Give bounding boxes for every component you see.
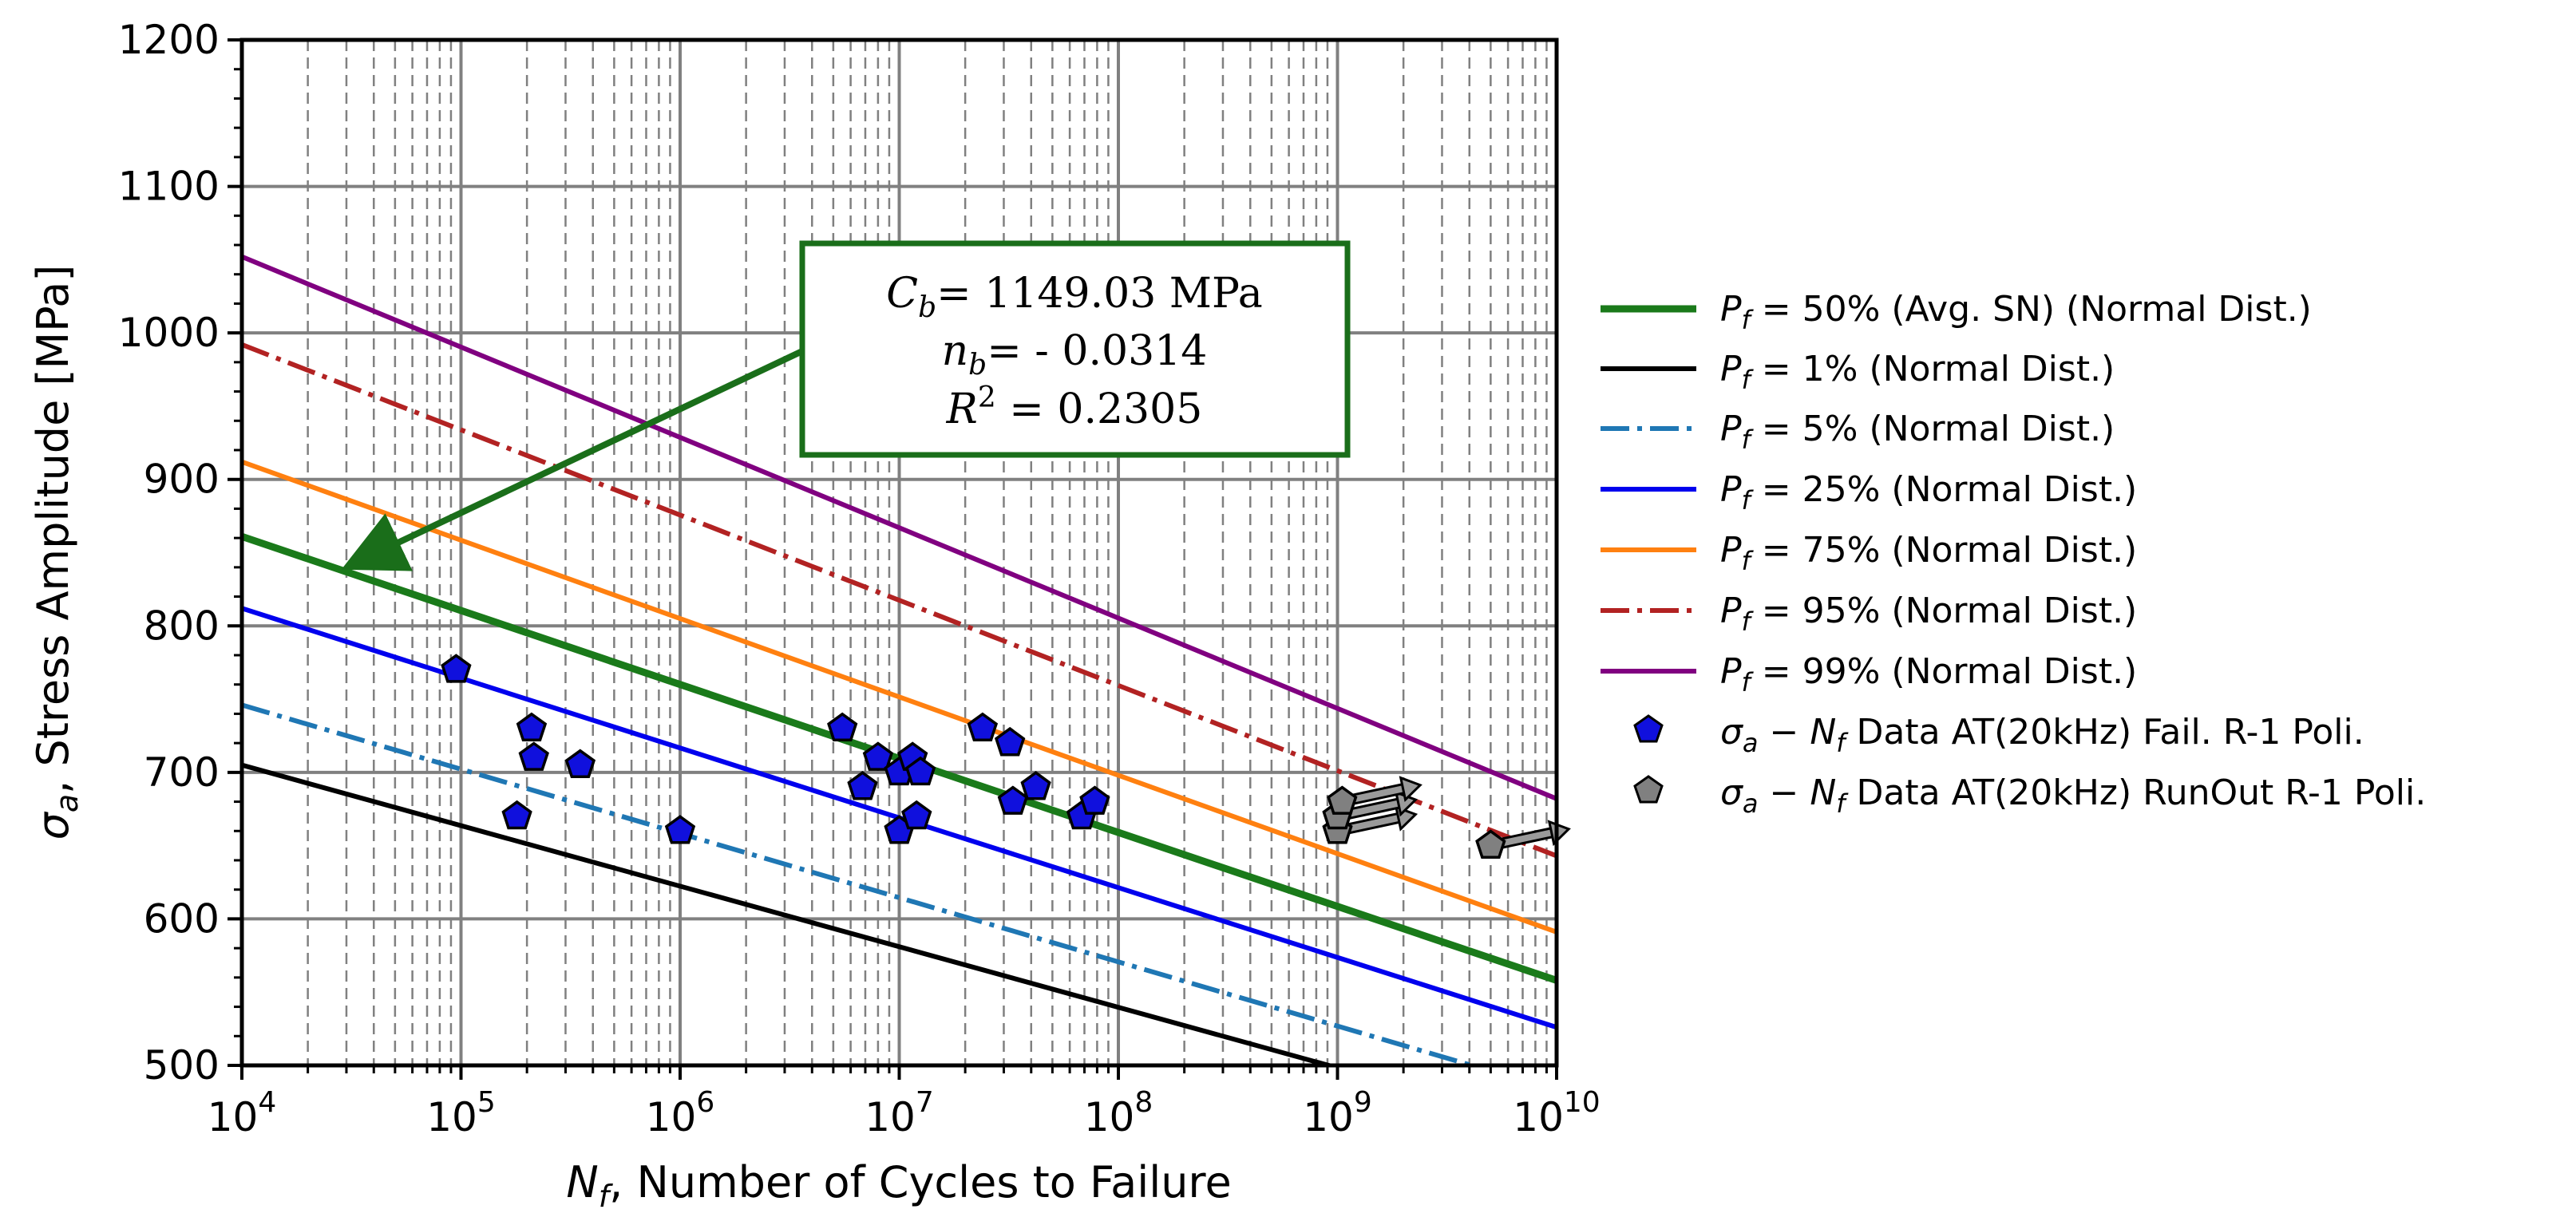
fit-annotation: Cb= 1149.03 MPa nb= - 0.0314 R2 = 0.2305 <box>341 240 1351 571</box>
annotation-r2: R2 = 0.2305 <box>946 381 1203 433</box>
legend-label-runout-data: σa − Nf Data AT(20kHz) RunOut R-1 Poli. <box>1720 773 2426 819</box>
legend-label-pf25: Pf = 25% (Normal Dist.) <box>1720 469 2137 516</box>
legend-label-pf99: Pf = 99% (Normal Dist.) <box>1720 651 2137 697</box>
y-tick-label: 800 <box>144 603 220 649</box>
legend-item-runout-data: σa − Nf Data AT(20kHz) RunOut R-1 Poli. <box>1633 773 2426 819</box>
series-line <box>242 762 1338 1065</box>
legend-item-pf75: Pf = 75% (Normal Dist.) <box>1601 530 2137 576</box>
legend-label-pf5: Pf = 5% (Normal Dist.) <box>1720 409 2115 455</box>
fail-data-point <box>847 771 878 800</box>
fail-data-point <box>827 712 858 742</box>
minor-gridlines <box>307 40 1548 1065</box>
runout-data-point <box>1327 785 1358 815</box>
x-tick-label: 108 <box>1084 1086 1153 1140</box>
annotation-box <box>799 240 1351 458</box>
legend-item-pf50: Pf = 50% (Avg. SN) (Normal Dist.) <box>1601 289 2312 335</box>
y-tick-label: 1000 <box>118 310 220 356</box>
legend-label-pf75: Pf = 75% (Normal Dist.) <box>1720 530 2137 576</box>
y-tick-label: 500 <box>144 1042 220 1089</box>
fail-data-point <box>441 654 472 683</box>
x-tick-label: 105 <box>426 1086 496 1140</box>
x-tick-label: 104 <box>208 1086 277 1140</box>
series-line <box>242 459 1557 935</box>
y-axis-label: σa, Stress Amplitude [MPa] <box>28 265 85 840</box>
x-axis-label: Nf, Number of Cycles to Failure <box>566 1157 1231 1214</box>
x-tick-label: 109 <box>1303 1086 1372 1140</box>
legend-label-fail-data: σa − Nf Data AT(20kHz) Fail. R-1 Poli. <box>1720 712 2364 758</box>
annotation-nb: nb= - 0.0314 <box>942 327 1208 381</box>
legend-item-pf1: Pf = 1% (Normal Dist.) <box>1601 349 2115 395</box>
legend-item-pf25: Pf = 25% (Normal Dist.) <box>1601 469 2137 516</box>
legend-item-pf95: Pf = 95% (Normal Dist.) <box>1601 591 2137 637</box>
data-points <box>441 654 1506 859</box>
legend-marker-runout <box>1633 775 1664 804</box>
y-tick-label: 600 <box>144 895 220 942</box>
legend-label-pf1: Pf = 1% (Normal Dist.) <box>1720 349 2115 395</box>
fail-data-point <box>1020 771 1051 800</box>
fail-data-point <box>664 815 696 844</box>
fail-data-point <box>564 749 596 778</box>
fail-data-point <box>997 785 1029 815</box>
legend-item-fail-data: σa − Nf Data AT(20kHz) Fail. R-1 Poli. <box>1633 712 2364 758</box>
x-tick-label: 1010 <box>1513 1086 1600 1140</box>
axis-ticks: 104 105 106 107 108 109 1010 500 600 700 800 900 100… <box>118 17 1601 1140</box>
fail-data-point <box>501 800 532 830</box>
fail-data-point <box>518 741 549 771</box>
series-line <box>242 342 1557 859</box>
y-tick-label: 900 <box>144 456 220 503</box>
legend-item-pf99: Pf = 99% (Normal Dist.) <box>1601 651 2137 697</box>
runout-arrow-head <box>1399 776 1423 803</box>
y-tick-label: 1200 <box>118 17 220 63</box>
fail-data-point <box>901 800 932 830</box>
legend-label-pf95: Pf = 95% (Normal Dist.) <box>1720 591 2137 637</box>
y-tick-label: 1100 <box>118 164 220 210</box>
legend: Pf = 50% (Avg. SN) (Normal Dist.) Pf = 1… <box>1601 289 2426 819</box>
fail-data-point <box>516 712 548 742</box>
x-tick-label: 106 <box>646 1086 715 1140</box>
fail-data-point <box>904 756 936 786</box>
legend-marker-fail <box>1633 714 1664 743</box>
fail-data-point <box>994 726 1026 757</box>
series-line <box>242 702 1481 1065</box>
legend-item-pf5: Pf = 5% (Normal Dist.) <box>1601 409 2115 455</box>
x-tick-label: 107 <box>865 1086 934 1140</box>
fail-data-point <box>862 741 894 771</box>
annotation-arrow <box>341 348 804 571</box>
runout-arrow <box>1336 790 1419 822</box>
series-line <box>242 254 1557 801</box>
y-tick-label: 700 <box>144 749 220 796</box>
runout-arrow-head <box>1547 820 1571 847</box>
fail-data-point <box>1079 785 1110 815</box>
runout-data-point <box>1475 829 1506 859</box>
annotation-cb: Cb= 1149.03 MPa <box>886 270 1262 324</box>
legend-label-pf50: Pf = 50% (Avg. SN) (Normal Dist.) <box>1720 289 2312 335</box>
fail-data-point <box>967 712 999 742</box>
